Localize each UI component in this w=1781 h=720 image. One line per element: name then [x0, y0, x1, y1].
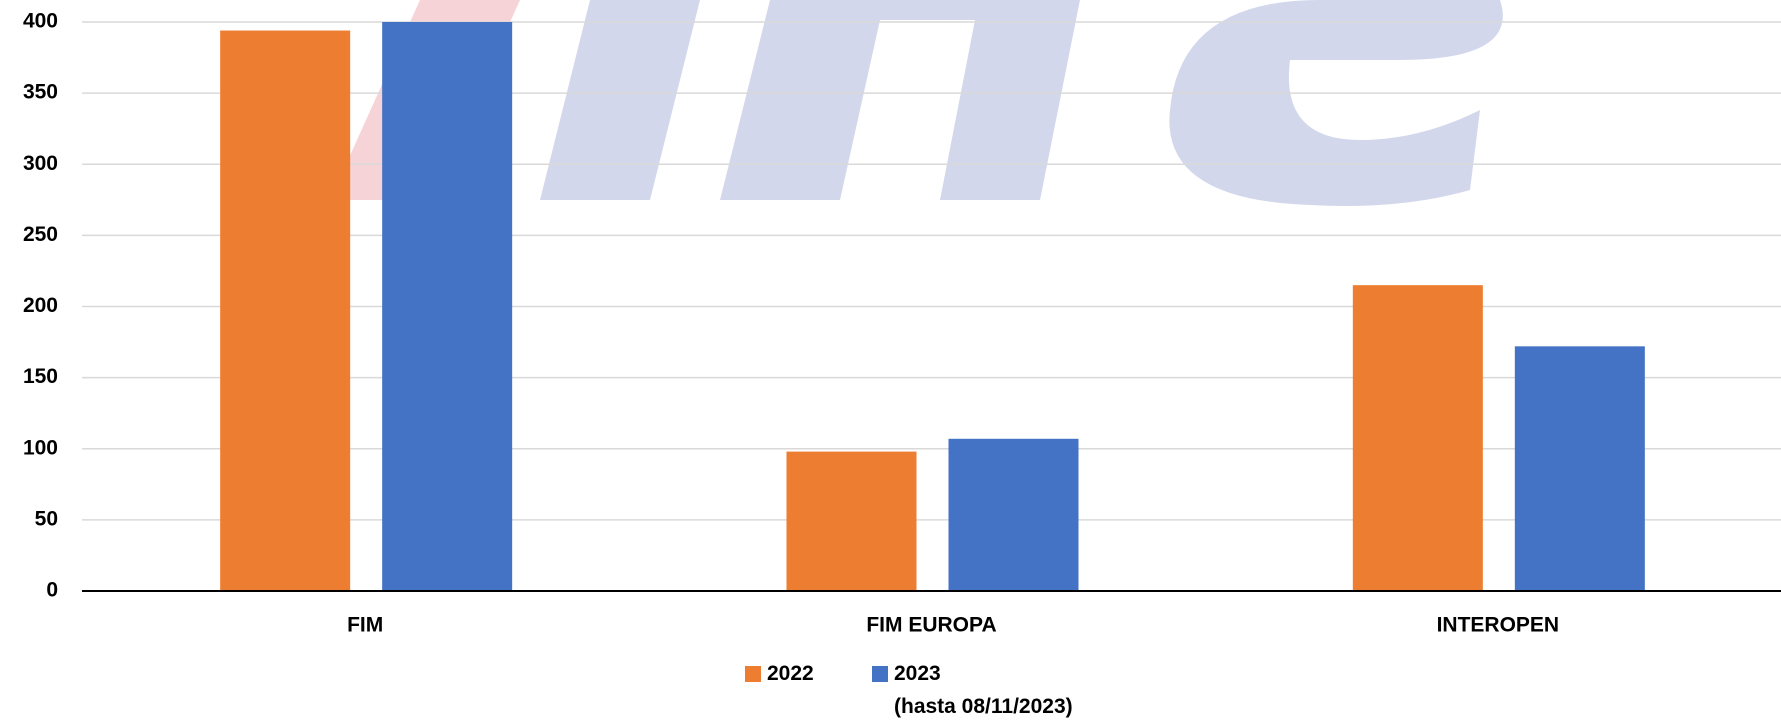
bar — [382, 22, 513, 591]
legend-line: (hasta 08/11/2023) — [894, 695, 1073, 718]
y-tick-label: 400 — [23, 10, 58, 33]
bar — [786, 451, 917, 591]
y-tick-label: 50 — [35, 507, 58, 530]
y-tick-label: 250 — [23, 223, 58, 246]
bar — [1352, 285, 1483, 591]
legend-line: 2023 — [894, 662, 941, 685]
watermark — [330, 0, 1503, 206]
y-tick-label: 200 — [23, 294, 58, 317]
x-tick-label: FIM EUROPA — [866, 614, 996, 637]
y-tick-label: 350 — [23, 81, 58, 104]
watermark-shape — [540, 0, 700, 200]
y-tick-label: 300 — [23, 152, 58, 175]
y-tick-label: 150 — [23, 365, 58, 388]
x-tick-label: INTEROPEN — [1437, 614, 1560, 637]
bar — [1514, 346, 1645, 591]
x-tick-label: FIM — [347, 614, 383, 637]
legend-line: 2022 — [767, 662, 814, 685]
y-tick-label: 0 — [46, 579, 58, 602]
bar — [220, 30, 351, 592]
bar — [948, 438, 1079, 591]
legend-label: 2022 — [767, 662, 814, 685]
legend-swatch — [745, 666, 761, 682]
y-tick-label: 100 — [23, 436, 58, 459]
legend-label: 2023 (hasta 08/11/2023) — [894, 662, 1073, 718]
watermark-shape — [720, 0, 1080, 200]
legend-swatch — [872, 666, 888, 682]
watermark-shape — [1169, 0, 1503, 206]
